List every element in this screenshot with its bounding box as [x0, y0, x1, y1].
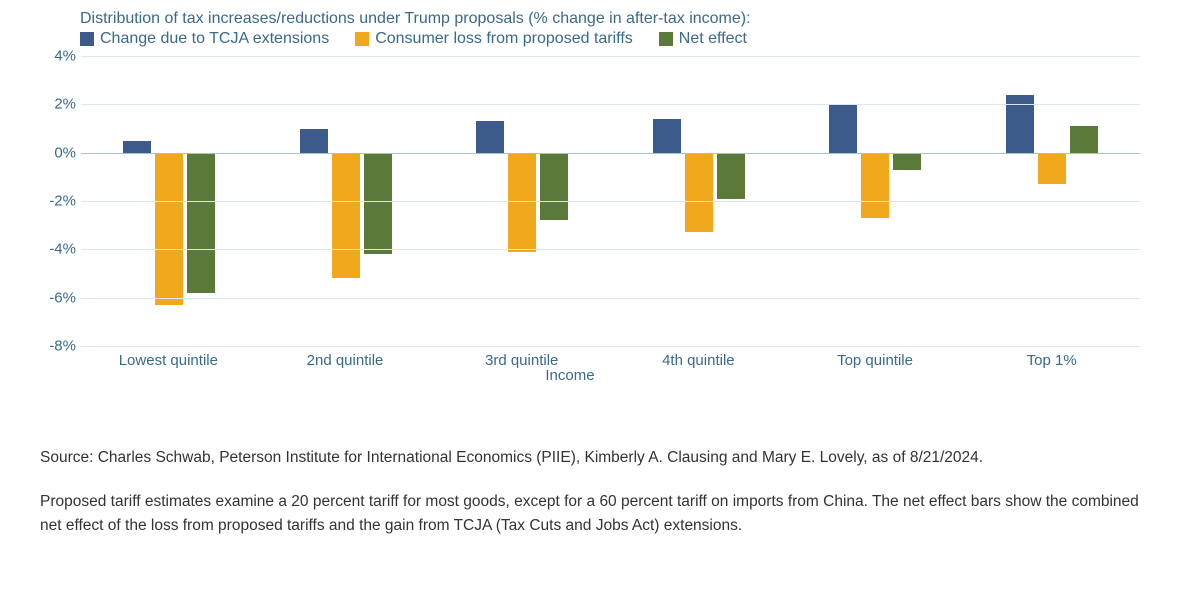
x-tick-label: Lowest quintile — [80, 352, 257, 369]
gridline — [81, 104, 1140, 105]
bar — [829, 104, 857, 152]
y-tick-label: -6% — [30, 289, 76, 306]
x-tick-label: 2nd quintile — [257, 352, 434, 369]
zero-line — [81, 153, 1140, 154]
legend-swatch — [659, 32, 673, 46]
legend-item: Net effect — [659, 30, 747, 48]
legend-swatch — [355, 32, 369, 46]
gridline — [81, 201, 1140, 202]
bar — [187, 153, 215, 293]
gridline — [81, 346, 1140, 347]
gridline — [81, 298, 1140, 299]
bar — [717, 153, 745, 199]
description-note: Proposed tariff estimates examine a 20 p… — [40, 490, 1140, 538]
x-tick-label: 4th quintile — [610, 352, 787, 369]
y-tick-label: -8% — [30, 338, 76, 355]
gridline — [81, 56, 1140, 57]
legend-label: Net effect — [679, 30, 747, 48]
bar — [540, 153, 568, 221]
y-tick-label: 2% — [30, 96, 76, 113]
y-tick-label: -2% — [30, 193, 76, 210]
x-tick-label: Top quintile — [787, 352, 964, 369]
chart-legend: Change due to TCJA extensions Consumer lo… — [80, 30, 1140, 48]
bar — [653, 119, 681, 153]
bar — [123, 141, 151, 153]
legend-item: Consumer loss from proposed tariffs — [355, 30, 633, 48]
bar — [364, 153, 392, 255]
source-note: Source: Charles Schwab, Peterson Institu… — [40, 446, 1140, 470]
plot-area — [80, 56, 1140, 346]
legend-swatch — [80, 32, 94, 46]
bar — [685, 153, 713, 233]
bar — [1070, 126, 1098, 153]
footnotes: Source: Charles Schwab, Peterson Institu… — [0, 386, 1180, 578]
bar — [332, 153, 360, 279]
bar — [155, 153, 183, 305]
y-axis-labels: -8%-6%-4%-2%0%2%4% — [30, 56, 76, 386]
y-tick-label: 4% — [30, 48, 76, 65]
bar — [861, 153, 889, 218]
bar — [300, 129, 328, 153]
gridline — [81, 249, 1140, 250]
legend-item: Change due to TCJA extensions — [80, 30, 329, 48]
bar — [1038, 153, 1066, 184]
chart-container: Distribution of tax increases/reductions… — [0, 0, 1180, 386]
x-axis-labels: Lowest quintile2nd quintile3rd quintile4… — [80, 352, 1140, 369]
legend-label: Change due to TCJA extensions — [100, 30, 329, 48]
y-tick-label: 0% — [30, 144, 76, 161]
legend-label: Consumer loss from proposed tariffs — [375, 30, 633, 48]
x-axis-title: Income — [0, 367, 1140, 384]
bar — [476, 121, 504, 152]
chart-title: Distribution of tax increases/reductions… — [80, 10, 1140, 28]
plot-outer: -8%-6%-4%-2%0%2%4% Lowest quintile2nd qu… — [80, 56, 1140, 386]
bar — [893, 153, 921, 170]
bar — [508, 153, 536, 252]
y-tick-label: -4% — [30, 241, 76, 258]
x-tick-label: Top 1% — [963, 352, 1140, 369]
